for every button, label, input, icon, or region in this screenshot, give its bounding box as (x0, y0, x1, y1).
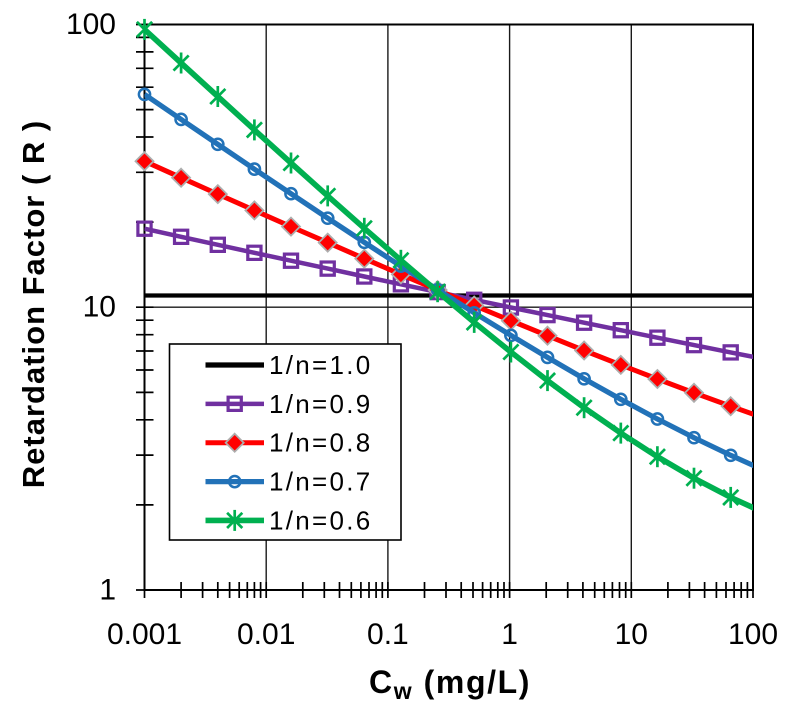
svg-text:1/n=1.0: 1/n=1.0 (269, 350, 373, 380)
svg-text:0.01: 0.01 (237, 618, 295, 651)
svg-text:1/n=0.8: 1/n=0.8 (269, 428, 373, 458)
svg-text:1: 1 (501, 618, 518, 651)
svg-text:0.001: 0.001 (107, 618, 182, 651)
svg-text:1/n=0.9: 1/n=0.9 (269, 389, 373, 419)
svg-text:0.1: 0.1 (367, 618, 409, 651)
svg-text:10: 10 (83, 291, 116, 324)
svg-text:100: 100 (66, 8, 116, 41)
svg-text:100: 100 (728, 618, 778, 651)
svg-text:10: 10 (615, 618, 648, 651)
svg-text:1/n=0.7: 1/n=0.7 (269, 467, 373, 497)
svg-text:1: 1 (99, 574, 116, 607)
svg-text:1/n=0.6: 1/n=0.6 (269, 505, 373, 535)
svg-text:Retardation Factor ( R ): Retardation Factor ( R ) (16, 120, 51, 488)
svg-text:Cw (mg/L): Cw (mg/L) (369, 664, 531, 704)
